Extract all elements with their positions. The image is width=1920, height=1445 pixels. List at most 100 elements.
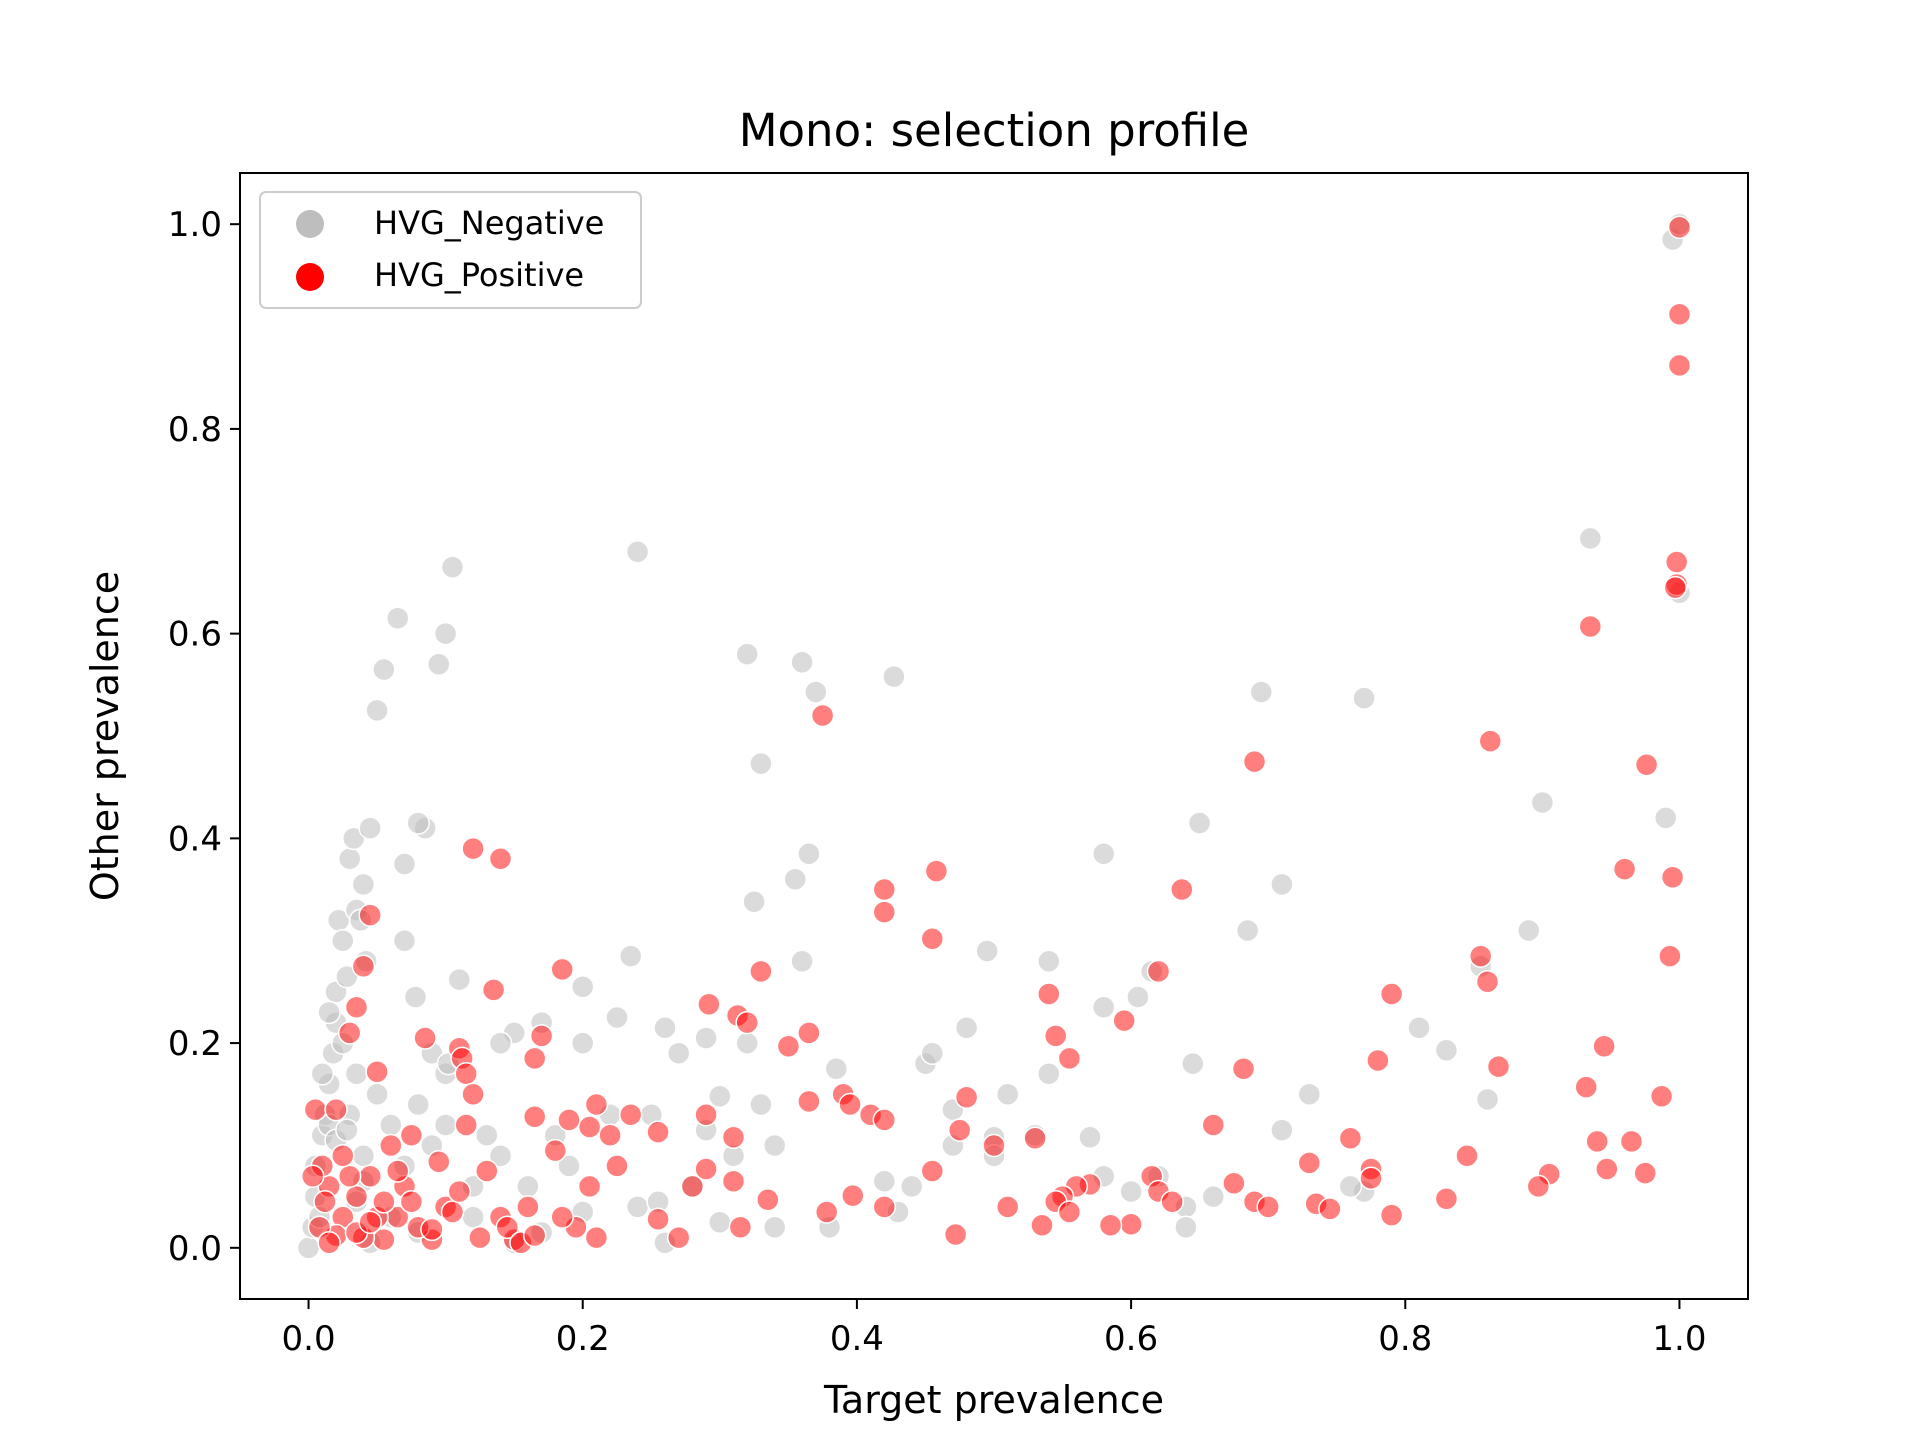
point-HVG_Negative: [403, 985, 428, 1009]
legend-marker-negative: [296, 210, 324, 238]
point-HVG_Negative: [392, 852, 417, 876]
point-HVG_Negative: [1249, 680, 1274, 704]
point-HVG_Positive: [495, 1215, 520, 1240]
point-HVG_Positive: [756, 1187, 780, 1212]
point-HVG_Negative: [570, 1031, 595, 1055]
point-HVG_Negative: [447, 967, 472, 992]
point-HVG_Negative: [735, 642, 759, 666]
point-HVG_Positive: [872, 1108, 897, 1132]
point-HVG_Positive: [488, 847, 513, 871]
point-HVG_Negative: [872, 1169, 897, 1194]
point-HVG_Negative: [385, 606, 410, 631]
point-HVG_Positive: [420, 1217, 444, 1242]
point-HVG_Positive: [1574, 1075, 1598, 1099]
point-HVG_Positive: [577, 1115, 602, 1139]
point-HVG_Positive: [1201, 1113, 1226, 1137]
point-HVG_Positive: [1486, 1054, 1511, 1079]
point-HVG_Positive: [810, 703, 835, 728]
point-HVG_Negative: [516, 1174, 540, 1199]
point-HVG_Negative: [351, 1143, 376, 1168]
plot-frame: [239, 172, 1749, 1300]
point-HVG_Positive: [646, 1207, 670, 1231]
point-HVG_Positive: [454, 1062, 478, 1086]
point-HVG_Negative: [1578, 526, 1603, 551]
point-HVG_Positive: [324, 1097, 348, 1122]
point-HVG_Negative: [899, 1174, 924, 1199]
point-HVG_Negative: [331, 928, 355, 953]
point-HVG_Negative: [379, 1113, 403, 1137]
point-HVG_Negative: [1181, 1051, 1205, 1076]
point-HVG_Positive: [1667, 215, 1692, 240]
point-HVG_Positive: [1256, 1195, 1280, 1219]
y-tick-label: 0.0: [168, 1229, 222, 1269]
point-HVG_Positive: [372, 1190, 396, 1214]
point-HVG_Positive: [920, 1159, 945, 1183]
x-tick-label: 0.2: [556, 1319, 610, 1359]
point-HVG_Negative: [475, 1123, 499, 1147]
point-HVG_Positive: [954, 1085, 979, 1110]
point-HVG_Negative: [1201, 1184, 1226, 1209]
point-HVG_Positive: [735, 1010, 759, 1035]
point-HVG_Positive: [1478, 729, 1503, 753]
point-HVG_Positive: [1649, 1084, 1674, 1109]
point-HVG_Positive: [1146, 959, 1171, 984]
point-HVG_Positive: [1119, 1212, 1143, 1237]
point-HVG_Negative: [1407, 1015, 1431, 1040]
point-HVG_Negative: [1091, 995, 1116, 1020]
point-HVG_Negative: [365, 1082, 389, 1107]
point-HVG_Negative: [1530, 790, 1555, 815]
point-HVG_Negative: [1653, 806, 1678, 830]
point-HVG_Negative: [358, 816, 382, 840]
point-HVG_Positive: [1667, 302, 1692, 327]
point-HVG_Negative: [625, 539, 650, 564]
y-tick-label: 0.2: [168, 1024, 222, 1064]
point-HVG_Positive: [475, 1159, 499, 1183]
point-HVG_Positive: [1455, 1143, 1479, 1168]
point-HVG_Positive: [995, 1195, 1020, 1219]
legend-marker-positive: [296, 263, 324, 291]
point-HVG_Negative: [427, 652, 451, 677]
y-axis-label: Other prevalence: [83, 571, 127, 901]
x-axis-label: Target prevalence: [823, 1378, 1164, 1422]
point-HVG_Negative: [1126, 985, 1150, 1009]
point-HVG_Positive: [943, 1222, 968, 1247]
point-HVG_Positive: [841, 1183, 865, 1208]
point-HVG_Positive: [577, 1174, 602, 1199]
point-HVG_Negative: [995, 1082, 1020, 1107]
point-HVG_Negative: [975, 939, 999, 963]
point-HVG_Negative: [1091, 841, 1116, 866]
point-HVG_Negative: [1516, 918, 1541, 943]
point-HVG_Negative: [488, 1031, 513, 1055]
chart-title: Mono: selection profile: [739, 104, 1250, 157]
point-HVG_Negative: [783, 867, 807, 892]
y-tick-label: 1.0: [168, 205, 222, 245]
point-HVG_Positive: [1619, 1129, 1644, 1154]
point-HVG_Negative: [666, 1041, 691, 1066]
point-HVG_Negative: [605, 1005, 629, 1030]
legend-label-negative: HVG_Negative: [374, 204, 604, 242]
point-HVG_Negative: [433, 1113, 458, 1137]
point-HVG_Positive: [728, 1215, 753, 1240]
point-HVG_Positive: [584, 1092, 609, 1117]
point-HVG_Positive: [461, 1082, 485, 1107]
point-HVG_Negative: [790, 650, 814, 675]
point-HVG_Negative: [296, 1236, 321, 1260]
point-HVG_Negative: [344, 1062, 369, 1086]
point-HVG_Negative: [1338, 1174, 1363, 1199]
point-HVG_Negative: [708, 1210, 732, 1234]
point-HVG_Negative: [406, 1092, 430, 1117]
point-HVG_Negative: [1270, 1118, 1294, 1142]
point-HVG_Positive: [1366, 1048, 1390, 1073]
point-HVG_Negative: [882, 664, 906, 689]
point-HVG_Positive: [1634, 752, 1659, 777]
point-HVG_Positive: [399, 1123, 424, 1147]
point-HVG_Negative: [557, 1154, 581, 1178]
point-HVG_Negative: [337, 847, 362, 871]
x-tick-label: 0.4: [830, 1319, 884, 1359]
point-HVG_Negative: [1119, 1179, 1143, 1204]
point-HVG_Positive: [598, 1123, 622, 1147]
point-HVG_Negative: [735, 1031, 759, 1055]
point-HVG_Positive: [1578, 614, 1603, 639]
point-HVG_Positive: [797, 1089, 821, 1114]
